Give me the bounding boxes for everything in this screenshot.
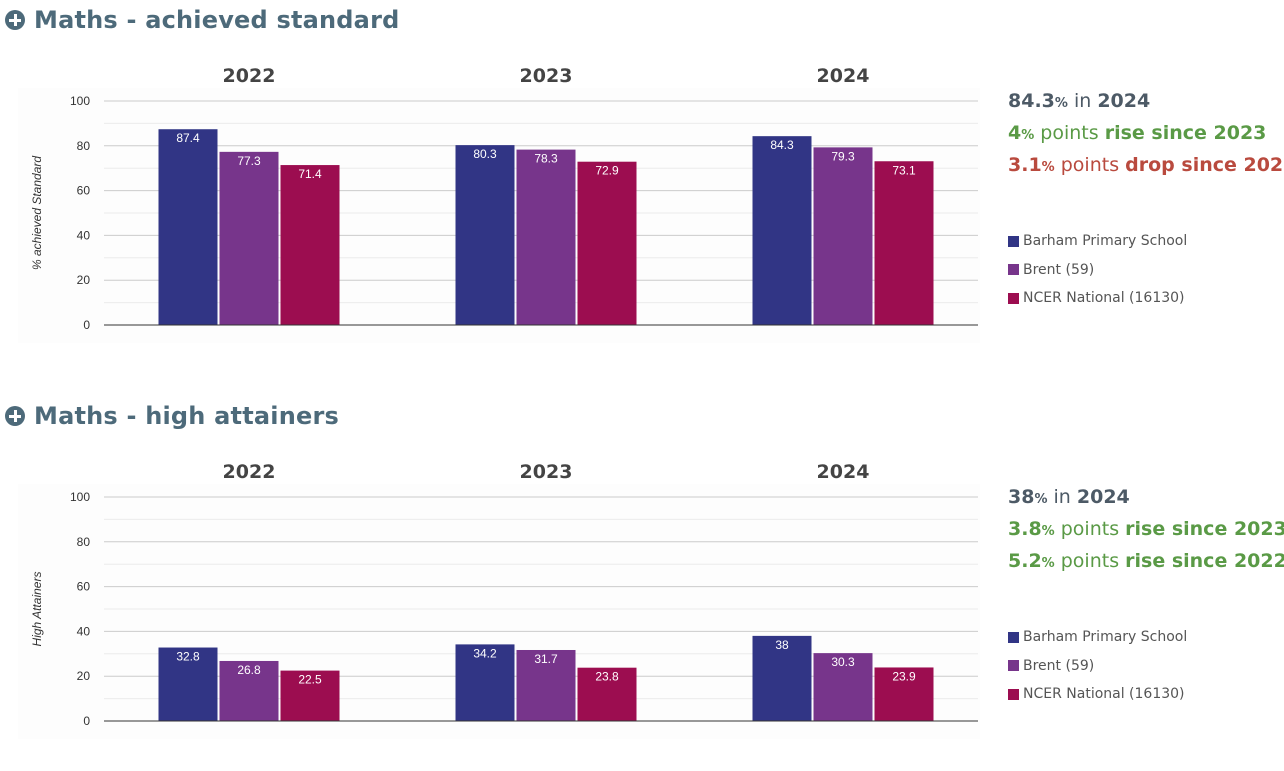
y-axis-label: High Attainers xyxy=(30,572,44,647)
bar xyxy=(158,647,218,721)
bar xyxy=(813,653,873,721)
plus-circle-icon[interactable] xyxy=(5,406,25,426)
bar xyxy=(516,649,576,721)
bar xyxy=(874,667,934,721)
chart-legend: Barham Primary School Brent (59) NCER Na… xyxy=(1008,623,1187,709)
data-label: 31.7 xyxy=(534,652,558,666)
summary-current: 84.3% in 2024 xyxy=(1008,90,1151,112)
y-tick-label: 80 xyxy=(77,139,91,153)
data-label: 23.8 xyxy=(595,670,619,684)
legend-swatch xyxy=(1008,660,1019,672)
bar xyxy=(577,667,637,721)
summary-panel: 38% in 2024 3.8% points rise since 2023 … xyxy=(1008,486,1284,582)
legend-swatch xyxy=(1008,688,1019,700)
bar xyxy=(577,161,637,325)
data-label: 79.3 xyxy=(831,149,855,163)
y-tick-label: 60 xyxy=(77,184,91,198)
category-label: 2022 xyxy=(223,461,276,483)
category-label: 2024 xyxy=(817,461,870,483)
section-heading-toggle[interactable]: Maths - achieved standard xyxy=(5,6,400,34)
bar xyxy=(219,151,279,325)
y-tick-label: 0 xyxy=(83,714,90,728)
bar xyxy=(874,161,934,325)
y-tick-label: 80 xyxy=(77,535,91,549)
section-high-attainers: Maths - high attainers 0 20 40 60 80 100 High … xyxy=(0,396,1284,771)
summary-current: 38% in 2024 xyxy=(1008,486,1130,508)
y-tick-label: 40 xyxy=(77,624,91,638)
legend-item-brent: Brent (59) xyxy=(1008,652,1187,681)
data-label: 73.1 xyxy=(892,163,916,177)
category-label: 2022 xyxy=(223,65,276,87)
y-tick-label: 100 xyxy=(70,490,90,504)
y-axis-label: % achieved Standard xyxy=(30,156,44,270)
data-label: 38 xyxy=(775,638,789,652)
summary-change-2023: 4% points rise since 2023 xyxy=(1008,122,1267,144)
bar xyxy=(516,149,576,325)
bar xyxy=(158,129,218,325)
y-tick-label: 0 xyxy=(83,318,90,332)
section-heading-toggle[interactable]: Maths - high attainers xyxy=(5,402,339,430)
bar xyxy=(813,147,873,325)
bar xyxy=(455,644,515,721)
legend-item-national: NCER National (16130) xyxy=(1008,284,1187,313)
data-label: 87.4 xyxy=(176,131,200,145)
data-label: 32.8 xyxy=(176,650,200,664)
section-title: Maths - high attainers xyxy=(34,402,339,430)
legend-item-national: NCER National (16130) xyxy=(1008,680,1187,709)
y-tick-label: 20 xyxy=(77,273,91,287)
y-tick-label: 40 xyxy=(77,228,91,242)
bar-chart-high-attainers: 0 20 40 60 80 100 High Attainers 2022 32.8 26.8 22… xyxy=(18,461,980,739)
category-label: 2023 xyxy=(520,461,573,483)
legend-swatch xyxy=(1008,292,1019,304)
data-label: 23.9 xyxy=(892,669,916,683)
data-label: 72.9 xyxy=(595,164,619,178)
summary-panel: 84.3% in 2024 4% points rise since 2023 … xyxy=(1008,90,1284,186)
bar xyxy=(280,670,340,721)
bar xyxy=(752,136,812,325)
section-achieved-standard: Maths - achieved standard 0 20 40 60 80 100 % … xyxy=(0,0,1284,375)
data-label: 84.3 xyxy=(770,138,794,152)
legend-swatch xyxy=(1008,631,1019,643)
data-label: 77.3 xyxy=(237,154,261,168)
y-tick-label: 100 xyxy=(70,94,90,108)
legend-item-school: Barham Primary School xyxy=(1008,227,1187,256)
data-label: 26.8 xyxy=(237,663,261,677)
category-label: 2023 xyxy=(520,65,573,87)
data-label: 80.3 xyxy=(473,147,497,161)
data-label: 78.3 xyxy=(534,152,558,166)
bar-chart-achieved-standard: 0 20 40 60 80 100 % achieved Standard 2022 87.4 7… xyxy=(18,65,980,343)
section-title: Maths - achieved standard xyxy=(34,6,400,34)
y-tick-label: 60 xyxy=(77,580,91,594)
bar xyxy=(280,165,340,325)
summary-change-2022: 3.1% points drop since 2022 xyxy=(1008,154,1284,176)
bar xyxy=(752,635,812,721)
data-label: 34.2 xyxy=(473,646,497,660)
legend-swatch xyxy=(1008,264,1019,276)
summary-change-2023: 3.8% points rise since 2023 xyxy=(1008,518,1284,540)
bar xyxy=(219,660,279,721)
chart-legend: Barham Primary School Brent (59) NCER Na… xyxy=(1008,227,1187,313)
plus-circle-icon[interactable] xyxy=(5,10,25,30)
bar xyxy=(455,145,515,325)
data-label: 22.5 xyxy=(298,673,322,687)
category-label: 2024 xyxy=(817,65,870,87)
y-tick-label: 20 xyxy=(77,669,91,683)
legend-item-brent: Brent (59) xyxy=(1008,256,1187,285)
data-label: 71.4 xyxy=(298,167,322,181)
legend-swatch xyxy=(1008,235,1019,247)
legend-item-school: Barham Primary School xyxy=(1008,623,1187,652)
summary-change-2022: 5.2% points rise since 2022 xyxy=(1008,550,1284,572)
data-label: 30.3 xyxy=(831,655,855,669)
